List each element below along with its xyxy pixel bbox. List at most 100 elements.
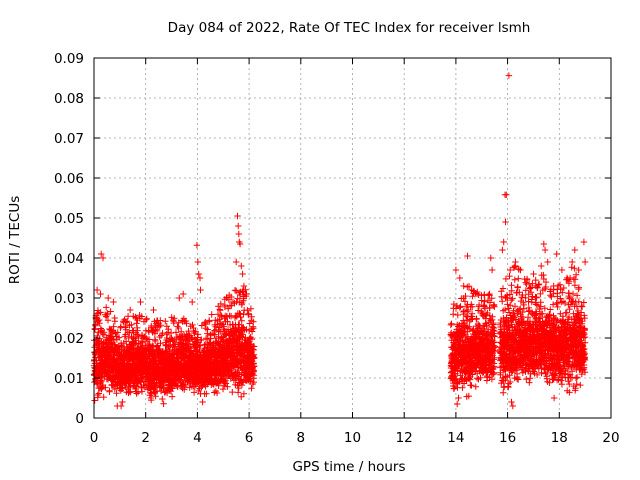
data-point xyxy=(498,288,505,295)
data-point xyxy=(156,323,163,330)
data-point xyxy=(156,333,163,341)
data-point xyxy=(108,327,116,334)
data-point xyxy=(499,298,506,305)
data-point xyxy=(141,334,149,341)
data-point xyxy=(133,320,140,327)
data-point xyxy=(464,283,471,291)
data-point xyxy=(547,306,554,313)
data-point xyxy=(558,381,566,388)
data-point xyxy=(127,389,134,396)
data-point xyxy=(104,317,112,324)
data-point xyxy=(472,383,479,390)
data-point xyxy=(193,337,200,345)
data-point xyxy=(189,335,196,342)
data-point xyxy=(160,400,167,407)
data-point xyxy=(134,389,142,396)
data-point xyxy=(154,327,161,335)
data-point xyxy=(138,313,145,320)
data-point xyxy=(110,336,117,344)
data-point xyxy=(515,275,522,282)
data-point xyxy=(97,325,104,332)
data-point xyxy=(114,329,121,336)
data-point xyxy=(163,323,170,330)
data-point xyxy=(523,375,530,383)
data-point xyxy=(157,340,164,347)
data-point xyxy=(507,302,514,309)
data-point xyxy=(168,393,176,400)
data-point xyxy=(159,395,166,403)
data-point xyxy=(103,311,111,319)
data-point xyxy=(115,334,123,341)
data-point xyxy=(234,389,242,396)
data-point xyxy=(560,284,567,292)
data-point xyxy=(128,321,135,328)
data-point xyxy=(124,318,131,325)
data-point xyxy=(188,334,195,341)
data-point xyxy=(514,283,521,291)
data-point xyxy=(481,298,488,305)
data-point xyxy=(107,308,114,315)
data-point xyxy=(178,328,185,335)
data-point xyxy=(459,384,466,391)
data-point xyxy=(190,389,198,396)
data-point xyxy=(450,311,457,318)
data-point xyxy=(110,323,117,330)
data-point xyxy=(554,290,561,297)
data-point xyxy=(248,385,255,392)
data-point xyxy=(244,307,251,314)
data-point xyxy=(100,393,107,401)
data-point xyxy=(106,387,113,394)
data-point xyxy=(162,318,169,325)
data-point xyxy=(96,335,103,342)
data-point xyxy=(95,390,102,397)
data-point xyxy=(571,276,579,283)
data-point xyxy=(91,397,98,404)
data-point xyxy=(94,310,101,317)
data-point xyxy=(100,329,108,336)
data-point xyxy=(103,304,110,311)
data-point xyxy=(208,311,215,318)
data-point xyxy=(502,275,510,283)
data-point xyxy=(559,289,566,296)
data-point xyxy=(183,320,190,327)
data-point xyxy=(547,292,554,299)
data-point xyxy=(447,321,454,329)
data-point xyxy=(511,276,518,283)
data-point xyxy=(155,345,163,353)
data-point xyxy=(145,336,153,343)
data-point xyxy=(499,285,507,292)
data-point xyxy=(448,320,455,327)
data-point xyxy=(456,304,463,311)
data-point xyxy=(454,311,461,319)
data-point xyxy=(165,326,172,333)
data-point xyxy=(135,333,142,340)
data-point xyxy=(565,290,573,297)
data-point xyxy=(194,331,202,338)
data-point xyxy=(174,323,181,330)
data-point xyxy=(97,309,104,316)
data-point xyxy=(143,315,150,322)
data-point xyxy=(138,388,146,395)
data-point xyxy=(157,322,164,329)
data-point xyxy=(526,379,533,386)
data-point xyxy=(94,394,101,401)
data-point xyxy=(468,382,475,389)
data-point xyxy=(133,390,140,397)
data-point xyxy=(134,327,141,334)
data-point xyxy=(113,390,120,397)
data-point xyxy=(532,276,539,284)
data-points xyxy=(90,72,589,410)
data-point xyxy=(159,329,166,337)
data-point xyxy=(122,319,130,326)
data-point xyxy=(475,291,482,298)
data-point xyxy=(229,388,236,396)
data-point xyxy=(152,337,159,345)
data-point xyxy=(505,380,512,387)
data-point xyxy=(143,335,150,342)
data-point xyxy=(175,324,182,332)
data-point xyxy=(172,329,180,336)
data-point xyxy=(122,338,130,345)
data-point xyxy=(96,320,103,327)
data-point xyxy=(142,316,150,323)
